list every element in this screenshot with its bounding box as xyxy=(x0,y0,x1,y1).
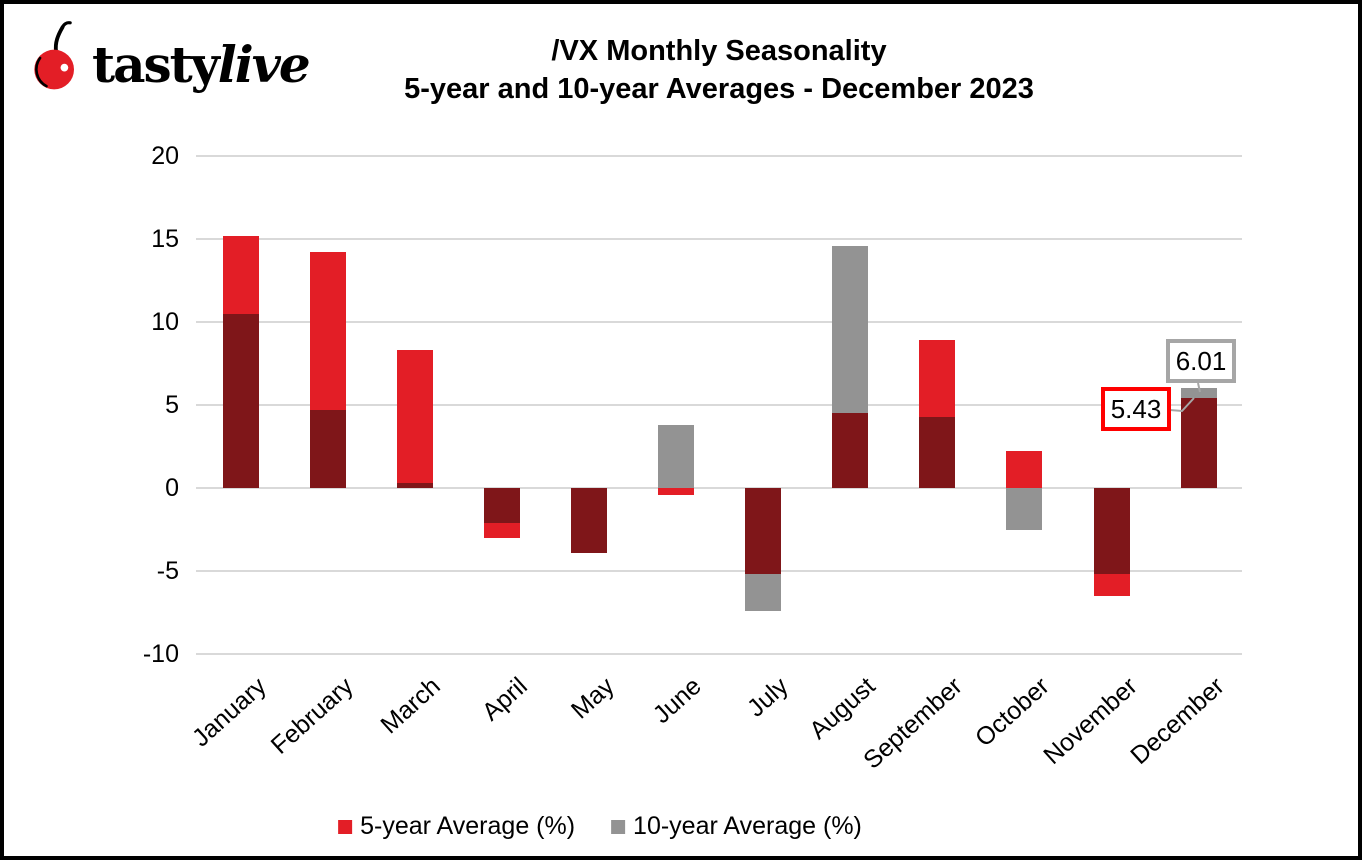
bar-july-10yr xyxy=(745,574,782,611)
bar-october-10yr xyxy=(1006,488,1043,530)
bar-january-overlap xyxy=(222,313,259,488)
legend-swatch-5-year xyxy=(338,819,353,834)
legend-item-10-year: 10-year Average (%) xyxy=(611,812,862,841)
chart-title-line1: /VX Monthly Seasonality xyxy=(551,35,887,67)
bar-december-10yr xyxy=(1180,388,1217,398)
gridline-10 xyxy=(196,321,1242,323)
bar-august-overlap xyxy=(832,413,869,488)
brand-tasty: tasty xyxy=(92,35,220,94)
gridline-0 xyxy=(196,487,1242,489)
data-label-5-year-december: 5.43 xyxy=(1101,387,1171,431)
brand-live: live xyxy=(217,35,311,94)
chart-title: /VX Monthly Seasonality 5-year and 10-ye… xyxy=(404,32,1034,108)
brand-wordmark: tastylive xyxy=(92,40,311,90)
y-tick-label-15: 15 xyxy=(151,225,179,253)
bar-november-5yr xyxy=(1093,574,1130,596)
bar-august-10yr xyxy=(832,245,869,414)
tastylive-logo: tastylive xyxy=(26,20,311,96)
y-tick-label-0: 0 xyxy=(165,474,179,502)
legend: 5-year Average (%) 10-year Average (%) xyxy=(338,812,862,841)
bar-may-overlap xyxy=(570,488,607,553)
legend-label-10-year: 10-year Average (%) xyxy=(633,812,862,840)
bar-january-5yr xyxy=(222,235,259,314)
gridline-20 xyxy=(196,155,1242,157)
bar-march-5yr xyxy=(396,350,433,484)
bar-march-overlap xyxy=(396,483,433,488)
cherry-icon xyxy=(34,21,74,90)
gridline-5 xyxy=(196,404,1242,406)
data-label-value: 6.01 xyxy=(1175,345,1227,376)
y-tick-label--5: -5 xyxy=(156,557,179,585)
bar-september-5yr xyxy=(919,340,956,417)
bar-december-overlap xyxy=(1180,397,1217,488)
data-label-10-year-december: 6.01 xyxy=(1166,339,1236,383)
bar-june-10yr xyxy=(658,424,694,488)
gridline--5 xyxy=(196,570,1242,572)
bar-april-overlap xyxy=(483,488,520,523)
bar-november-overlap xyxy=(1093,488,1130,575)
gridline-15 xyxy=(196,238,1242,240)
legend-swatch-10-year xyxy=(611,819,626,834)
bar-april-5yr xyxy=(483,522,520,538)
y-tick-label--10: -10 xyxy=(142,640,179,668)
bar-february-5yr xyxy=(309,252,346,410)
bar-february-overlap xyxy=(309,409,346,488)
bar-october-5yr xyxy=(1006,451,1043,488)
bar-july-overlap xyxy=(745,488,782,575)
chart-title-line2: 5-year and 10-year Averages - December 2… xyxy=(404,73,1034,105)
bar-september-overlap xyxy=(919,416,956,488)
y-tick-label-20: 20 xyxy=(151,142,179,170)
y-tick-label-5: 5 xyxy=(165,391,179,419)
legend-label-5-year: 5-year Average (%) xyxy=(360,812,576,840)
legend-item-5-year: 5-year Average (%) xyxy=(338,812,575,841)
bar-june-5yr xyxy=(658,488,694,495)
y-tick-label-10: 10 xyxy=(151,308,179,336)
data-label-value: 5.43 xyxy=(1110,393,1162,424)
gridline--10 xyxy=(196,653,1242,655)
